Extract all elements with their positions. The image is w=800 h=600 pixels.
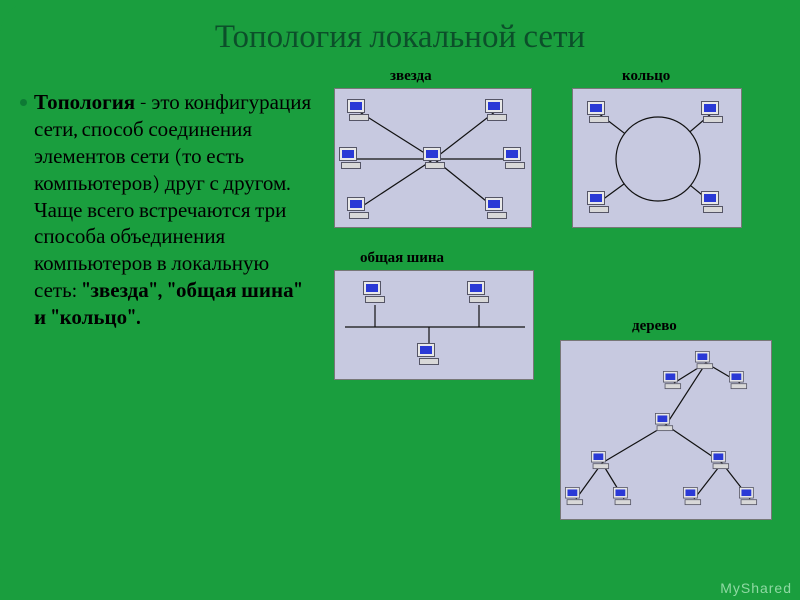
computer-icon bbox=[683, 487, 703, 507]
computer-icon bbox=[485, 99, 509, 123]
diagram-tree bbox=[560, 340, 772, 520]
diagram-ring bbox=[572, 88, 742, 228]
computer-icon bbox=[347, 197, 371, 221]
page-title: Топология локальной сети bbox=[0, 18, 800, 56]
computer-icon bbox=[467, 281, 491, 305]
computer-icon bbox=[347, 99, 371, 123]
bullet-icon bbox=[20, 99, 27, 106]
watermark: MyShared bbox=[720, 580, 792, 596]
label-bus: общая шина bbox=[360, 248, 444, 267]
computer-icon bbox=[423, 147, 447, 171]
lead-term: Топология bbox=[34, 91, 135, 115]
computer-icon bbox=[739, 487, 759, 507]
computer-icon bbox=[363, 281, 387, 305]
computer-icon bbox=[587, 101, 611, 125]
slide-root: Топология локальной сети Топология - это… bbox=[0, 0, 800, 600]
computer-icon bbox=[655, 413, 675, 433]
label-star: звезда bbox=[390, 66, 432, 85]
computer-icon bbox=[711, 451, 731, 471]
diagram-star bbox=[334, 88, 532, 228]
computer-icon bbox=[591, 451, 611, 471]
computer-icon bbox=[339, 147, 363, 171]
diagram-bus bbox=[334, 270, 534, 380]
computer-icon bbox=[417, 343, 441, 367]
computer-icon bbox=[695, 351, 715, 371]
computer-icon bbox=[663, 371, 683, 391]
label-ring: кольцо bbox=[622, 66, 670, 85]
computer-icon bbox=[701, 191, 725, 215]
definition-body: - это конфигурация сети, способ соединен… bbox=[34, 91, 311, 303]
computer-icon bbox=[701, 101, 725, 125]
computer-icon bbox=[485, 197, 509, 221]
label-tree: дерево bbox=[632, 316, 677, 335]
computer-icon bbox=[587, 191, 611, 215]
computer-icon bbox=[565, 487, 585, 507]
computer-icon bbox=[613, 487, 633, 507]
definition-text: Топология - это конфигурация сети, спосо… bbox=[34, 90, 314, 332]
computer-icon bbox=[729, 371, 749, 391]
computer-icon bbox=[503, 147, 527, 171]
